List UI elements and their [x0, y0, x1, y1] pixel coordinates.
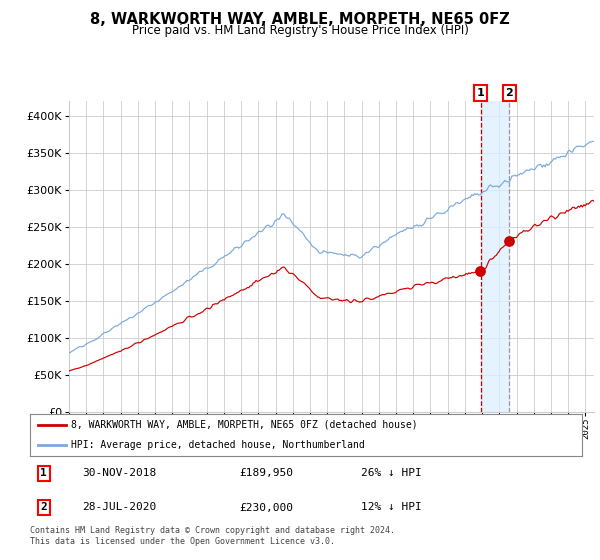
Bar — [481, 101, 509, 412]
Text: £230,000: £230,000 — [240, 502, 294, 512]
Point — [476, 267, 485, 276]
Text: Contains HM Land Registry data © Crown copyright and database right 2024.
This d: Contains HM Land Registry data © Crown c… — [30, 526, 395, 546]
Text: 30-NOV-2018: 30-NOV-2018 — [82, 468, 157, 478]
Text: £189,950: £189,950 — [240, 468, 294, 478]
Text: 8, WARKWORTH WAY, AMBLE, MORPETH, NE65 0FZ: 8, WARKWORTH WAY, AMBLE, MORPETH, NE65 0… — [90, 12, 510, 27]
Text: Price paid vs. HM Land Registry's House Price Index (HPI): Price paid vs. HM Land Registry's House … — [131, 24, 469, 37]
Text: HPI: Average price, detached house, Northumberland: HPI: Average price, detached house, Nort… — [71, 440, 365, 450]
Text: 26% ↓ HPI: 26% ↓ HPI — [361, 468, 422, 478]
Text: 2: 2 — [40, 502, 47, 512]
Text: 12% ↓ HPI: 12% ↓ HPI — [361, 502, 422, 512]
Point — [505, 237, 514, 246]
Text: 1: 1 — [477, 88, 485, 98]
Text: 28-JUL-2020: 28-JUL-2020 — [82, 502, 157, 512]
Text: 2: 2 — [505, 88, 513, 98]
Text: 8, WARKWORTH WAY, AMBLE, MORPETH, NE65 0FZ (detached house): 8, WARKWORTH WAY, AMBLE, MORPETH, NE65 0… — [71, 420, 418, 430]
Text: 1: 1 — [40, 468, 47, 478]
